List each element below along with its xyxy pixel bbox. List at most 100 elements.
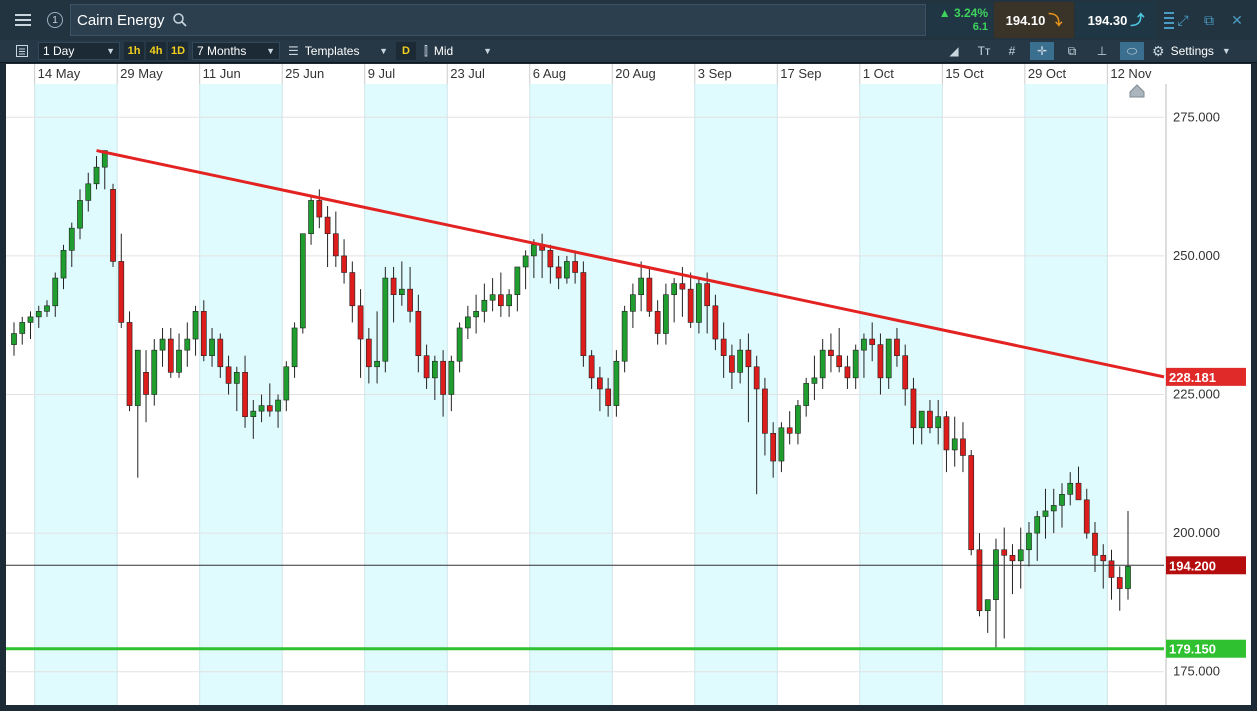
candle-body <box>275 399 281 412</box>
close-icon[interactable]: ✕ <box>1231 11 1243 28</box>
candle <box>60 244 67 290</box>
caret-down-icon: ▼ <box>483 46 492 56</box>
sell-button[interactable]: 194.10 ⤵ <box>994 2 1074 38</box>
caret-down-icon: ▼ <box>1221 46 1231 56</box>
info-button[interactable]: 1 <box>42 4 68 36</box>
info-number: 1 <box>47 12 63 28</box>
candle <box>481 283 488 323</box>
candle-body <box>960 438 966 456</box>
candle <box>176 333 182 378</box>
candle-body <box>630 294 636 312</box>
chart-area[interactable]: 14 May 29 May 11 Jun 25 Jun 9 Jul 23 Jul 6 Aug… <box>6 64 1251 705</box>
price-chart[interactable]: 14 May 29 May 11 Jun 25 Jun 9 Jul 23 Jul 6 Aug… <box>6 64 1251 705</box>
candle-body <box>464 316 471 329</box>
candle-body <box>176 349 182 373</box>
candle-body <box>753 366 760 390</box>
candle <box>1034 510 1041 561</box>
candle-body <box>803 383 810 406</box>
candle-body <box>390 277 397 295</box>
candle-body <box>770 433 777 462</box>
candle <box>564 255 570 284</box>
candle <box>630 283 636 328</box>
expand-icon[interactable]: ⤢ <box>1177 11 1189 28</box>
draw-line-icon[interactable]: ◢ <box>949 44 959 58</box>
label-icon[interactable]: ⬭ <box>1120 42 1144 60</box>
candle <box>671 278 678 323</box>
trendline-price-tag-bg <box>1166 367 1246 386</box>
gear-icon: ⚙ <box>1152 42 1165 59</box>
caret-down-icon: ▼ <box>106 46 115 56</box>
candle <box>498 272 504 317</box>
scroll-to-latest-icon[interactable] <box>1129 84 1145 98</box>
candle-body <box>943 416 950 451</box>
candle-body <box>902 355 909 390</box>
menu-button[interactable] <box>6 4 40 36</box>
candle <box>299 233 306 334</box>
drag-handle-icon[interactable] <box>1158 8 1180 32</box>
timeframe-1h[interactable]: 1h <box>124 42 144 60</box>
candle <box>762 377 768 456</box>
candle-body <box>498 294 504 307</box>
candle <box>233 366 240 412</box>
candle <box>704 272 711 334</box>
candle <box>382 266 389 373</box>
candle <box>390 266 397 323</box>
candle <box>159 327 166 367</box>
candle <box>836 327 843 373</box>
candle-body <box>1034 516 1041 534</box>
buy-button[interactable]: 194.30 ⤴ <box>1076 2 1156 38</box>
layers-icon[interactable]: ⧉ <box>1067 43 1077 58</box>
candle-body <box>1100 554 1107 562</box>
text-tool-icon[interactable]: Tт <box>977 44 991 58</box>
d-toggle[interactable]: D <box>396 42 416 60</box>
candle-body <box>852 349 859 379</box>
candle-body <box>324 216 331 235</box>
arrow-down-icon: ⤵ <box>1048 12 1063 28</box>
candle <box>407 266 413 323</box>
candle <box>1108 549 1115 600</box>
candle-body <box>423 355 430 379</box>
interval-select[interactable]: 1 Day ▼ <box>38 42 120 60</box>
list-icon[interactable] <box>10 42 34 60</box>
magnet-icon[interactable]: ⊥ <box>1096 44 1108 58</box>
timeframe-1d[interactable]: 1D <box>168 42 188 60</box>
templates-button[interactable]: ☰ Templates ▼ <box>288 40 388 62</box>
candle-body <box>778 427 785 462</box>
candle-body <box>737 349 744 373</box>
candle-body <box>712 305 719 340</box>
caret-down-icon: ▼ <box>266 46 275 56</box>
candle-body <box>266 405 273 412</box>
candle-body <box>927 410 933 429</box>
range-select[interactable]: 7 Months ▼ <box>192 42 280 60</box>
date-tick-label: 20 Aug <box>615 66 656 81</box>
candle-body <box>1083 499 1090 534</box>
candle <box>324 205 331 267</box>
candle-body <box>341 255 347 273</box>
candle <box>778 422 785 473</box>
candle <box>1017 527 1024 589</box>
date-tick-label: 17 Sep <box>780 66 821 81</box>
search-icon[interactable] <box>172 13 187 27</box>
candle-body <box>93 166 100 185</box>
candle <box>291 322 298 378</box>
settings-button[interactable]: ⚙ Settings ▼ <box>1152 40 1252 62</box>
candle <box>101 150 108 190</box>
resistance-trendline[interactable] <box>96 149 1165 379</box>
candle <box>316 189 323 229</box>
templates-icon: ☰ <box>288 44 299 58</box>
crosshair-icon[interactable]: ✛ <box>1030 42 1054 60</box>
candle-body <box>374 360 380 368</box>
current-price-tag-text: 194.200 <box>1169 558 1216 573</box>
grid-icon[interactable]: # <box>1008 44 1016 58</box>
popout-icon[interactable]: ⧉ <box>1204 11 1214 28</box>
date-tick-label: 6 Aug <box>533 66 566 81</box>
instrument-name-field[interactable]: Cairn Energy <box>70 4 926 36</box>
candle <box>1001 527 1008 639</box>
chart-toolbar: 1 Day ▼ 1h 4h 1D 7 Months ▼ ☰ Templates ▼ D… <box>0 40 1257 63</box>
timeframe-4h[interactable]: 4h <box>146 42 166 60</box>
price-type-select[interactable]: ⫿ Mid ▼ <box>424 40 492 62</box>
candle-body <box>134 349 141 406</box>
sell-price: 194.10 <box>1005 12 1046 28</box>
candle <box>588 350 595 389</box>
change-points: 6.1 <box>972 21 988 33</box>
